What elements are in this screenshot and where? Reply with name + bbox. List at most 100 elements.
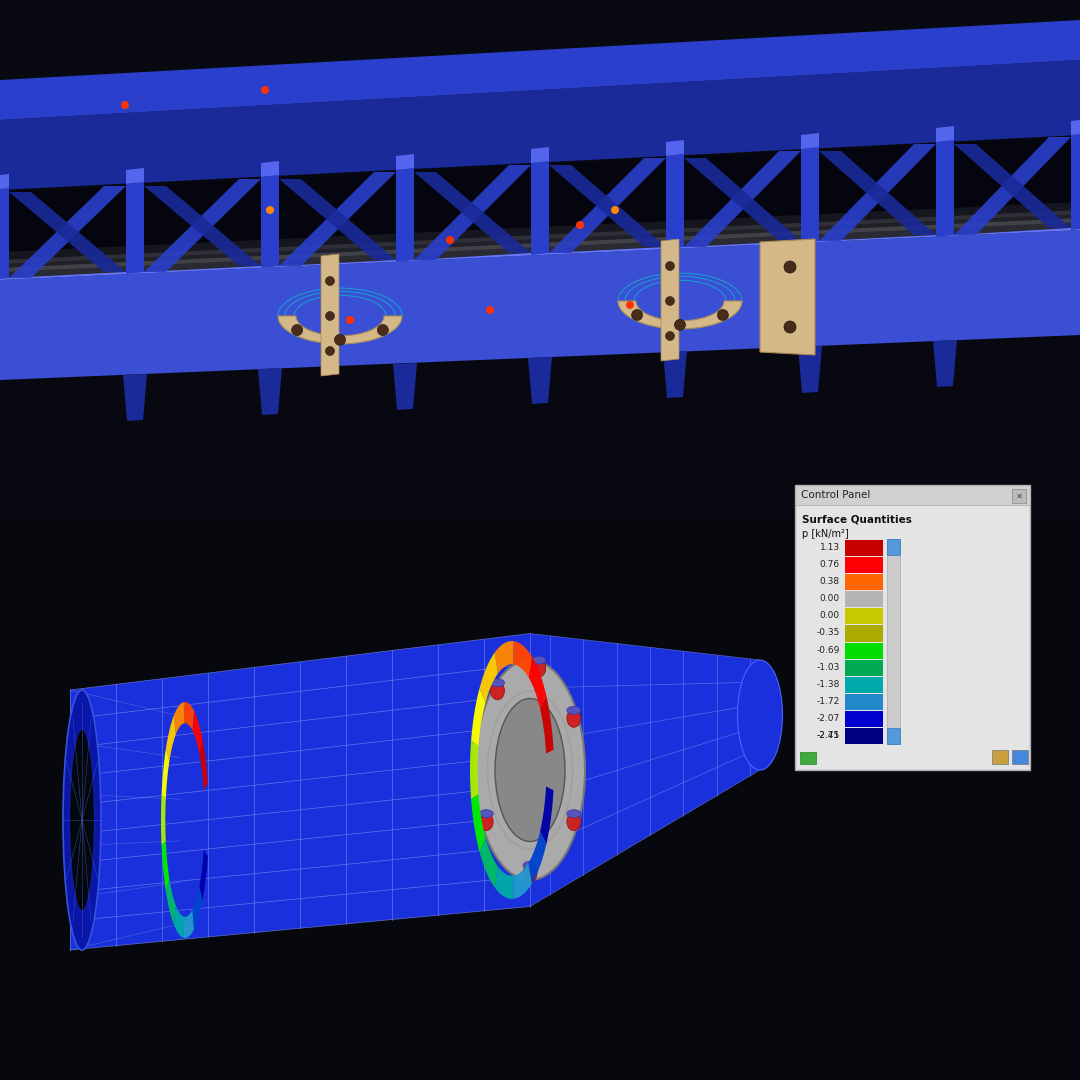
Bar [845, 643, 883, 659]
Bar [887, 728, 900, 744]
Circle shape [346, 316, 354, 324]
Ellipse shape [490, 681, 504, 700]
Bar [795, 485, 1030, 770]
Bar [845, 693, 883, 710]
Circle shape [325, 347, 335, 355]
Polygon shape [162, 841, 170, 892]
Polygon shape [144, 179, 261, 272]
Polygon shape [0, 230, 1080, 380]
Bar [845, 575, 883, 591]
Circle shape [335, 335, 346, 346]
Polygon shape [0, 188, 9, 280]
Polygon shape [261, 175, 279, 268]
Bar [845, 728, 883, 744]
Polygon shape [684, 158, 801, 241]
Polygon shape [414, 172, 531, 253]
Polygon shape [279, 172, 396, 266]
Bar [795, 485, 1030, 505]
Text: -0.35: -0.35 [816, 629, 840, 637]
Polygon shape [528, 832, 546, 883]
Polygon shape [528, 357, 552, 404]
Ellipse shape [480, 812, 494, 831]
Circle shape [717, 310, 728, 321]
Polygon shape [0, 0, 1080, 519]
Polygon shape [0, 202, 1080, 264]
Ellipse shape [480, 810, 494, 818]
Text: -2.41: -2.41 [816, 731, 840, 740]
Polygon shape [174, 702, 184, 734]
Polygon shape [278, 316, 402, 343]
Ellipse shape [531, 657, 545, 664]
Text: -2.07: -2.07 [816, 714, 840, 723]
Polygon shape [684, 151, 801, 247]
Polygon shape [0, 519, 1080, 1080]
Polygon shape [9, 192, 126, 272]
Polygon shape [495, 866, 513, 899]
Circle shape [611, 206, 619, 214]
Polygon shape [471, 794, 485, 852]
Polygon shape [396, 168, 414, 262]
Circle shape [784, 321, 796, 333]
Text: Surface Quantities: Surface Quantities [802, 515, 912, 525]
Polygon shape [258, 368, 282, 415]
Polygon shape [0, 190, 1080, 280]
Polygon shape [819, 144, 936, 241]
Polygon shape [166, 879, 176, 924]
Circle shape [325, 276, 335, 285]
Polygon shape [126, 168, 144, 184]
Polygon shape [513, 863, 532, 899]
Bar [800, 752, 816, 764]
Text: -2.75: -2.75 [816, 731, 840, 740]
Text: -0.69: -0.69 [816, 646, 840, 654]
Circle shape [325, 311, 335, 321]
Polygon shape [414, 165, 531, 260]
Polygon shape [480, 837, 498, 888]
Polygon shape [801, 147, 819, 243]
Ellipse shape [69, 729, 95, 912]
Circle shape [784, 261, 796, 273]
Polygon shape [1071, 119, 1080, 135]
Text: -1.72: -1.72 [816, 697, 840, 706]
Polygon shape [528, 657, 546, 708]
Polygon shape [549, 158, 666, 253]
Circle shape [626, 301, 634, 309]
Bar [1012, 489, 1026, 503]
Polygon shape [933, 340, 957, 387]
Ellipse shape [567, 706, 581, 714]
Circle shape [665, 332, 675, 340]
Text: -1.38: -1.38 [816, 679, 840, 689]
Bar [887, 539, 900, 555]
Polygon shape [200, 740, 207, 791]
Bar [845, 540, 883, 556]
Text: ✕: ✕ [1015, 491, 1023, 500]
Ellipse shape [475, 660, 585, 880]
Bar [845, 677, 883, 692]
Polygon shape [684, 151, 801, 247]
Circle shape [675, 320, 686, 330]
Polygon shape [540, 696, 553, 754]
Polygon shape [0, 60, 1080, 190]
Polygon shape [192, 886, 203, 929]
Circle shape [261, 86, 269, 94]
Circle shape [377, 324, 389, 336]
Text: 0.76: 0.76 [820, 561, 840, 569]
Bar [1012, 750, 1028, 764]
Bar [845, 608, 883, 624]
Polygon shape [549, 158, 666, 253]
Ellipse shape [490, 679, 504, 687]
Polygon shape [0, 174, 9, 190]
Bar [887, 539, 900, 744]
Polygon shape [495, 642, 513, 674]
Polygon shape [0, 21, 1080, 120]
Text: 0.00: 0.00 [820, 611, 840, 620]
Polygon shape [126, 183, 144, 274]
Ellipse shape [523, 864, 537, 882]
Polygon shape [530, 634, 760, 906]
Ellipse shape [567, 813, 581, 831]
Polygon shape [9, 186, 126, 278]
Polygon shape [618, 301, 742, 329]
Polygon shape [954, 137, 1071, 235]
Polygon shape [936, 140, 954, 237]
Circle shape [121, 102, 129, 109]
Polygon shape [161, 795, 166, 846]
